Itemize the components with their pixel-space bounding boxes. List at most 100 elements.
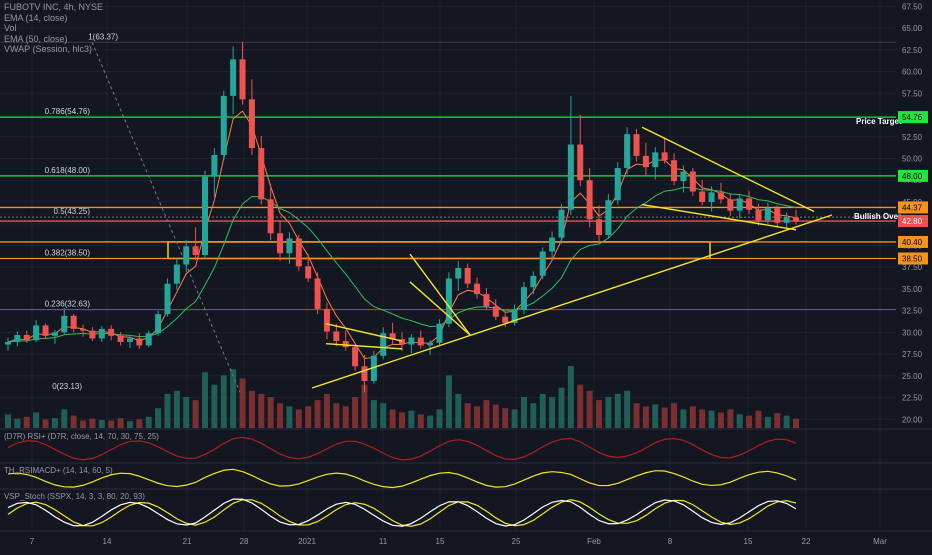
price-target-label: Price Target: [856, 117, 902, 126]
stoch-k-line: [7, 498, 797, 527]
candle-body: [183, 246, 190, 265]
fib-label: 0(23.13): [52, 382, 82, 391]
candle-body: [277, 233, 284, 254]
candle-body: [239, 59, 246, 100]
volume-bar: [427, 415, 434, 428]
volume-bar: [736, 414, 743, 428]
candle-body: [333, 331, 340, 342]
y-tick-label: 67.50: [902, 2, 923, 11]
stoch-pane-label: VSP_Stoch (SSPX, 14, 3, 3, 80, 20, 93): [4, 492, 145, 501]
volume-bar: [258, 393, 265, 428]
volume-bar: [661, 407, 668, 428]
price-tag-label: 40.40: [902, 238, 923, 247]
volume-bar: [652, 404, 659, 428]
y-tick-label: 62.50: [902, 46, 923, 55]
volume-bar: [361, 384, 368, 428]
volume-bar: [399, 412, 405, 428]
volume-bar: [211, 384, 218, 428]
volume-bar: [492, 404, 499, 428]
y-tick-label: 52.50: [902, 133, 923, 142]
symbol-title[interactable]: FUBOTV INC, 4h, NYSE: [4, 2, 104, 12]
volume-bar: [14, 418, 21, 428]
candle-body: [267, 199, 274, 234]
indicator-vwap[interactable]: VWAP (Session, hlc3): [4, 44, 93, 54]
candle-body: [755, 209, 762, 221]
candle-body: [520, 287, 527, 310]
volume-bar: [699, 409, 706, 428]
volume-bar: [558, 387, 565, 428]
volume-bar: [633, 403, 640, 428]
candle-body: [23, 334, 30, 341]
volume-bar: [239, 378, 246, 428]
price-tag-label: 44.37: [902, 203, 923, 212]
volume-bar: [596, 400, 602, 428]
volume-bar: [520, 397, 527, 428]
volume-bar: [793, 418, 799, 428]
y-tick-label: 65.00: [902, 24, 923, 33]
candle-body: [455, 268, 462, 279]
candle-body: [652, 152, 659, 168]
candle-body: [483, 294, 490, 307]
candle-body: [164, 283, 171, 315]
volume-bar: [408, 410, 415, 428]
volume-bar: [549, 397, 556, 428]
volume-bar: [708, 410, 715, 428]
candle-body: [708, 192, 715, 202]
candle-body: [558, 209, 565, 238]
volume-bar: [380, 403, 387, 428]
candle-body: [596, 219, 602, 235]
volume-bar: [764, 416, 771, 428]
flag-upper-trendline: [325, 322, 403, 342]
volume-bar: [230, 369, 237, 428]
candle-body: [136, 338, 143, 346]
x-tick-label: 25: [512, 537, 521, 546]
volume-bar: [774, 413, 781, 428]
y-tick-label: 50.00: [902, 154, 923, 163]
candle-body: [717, 192, 724, 200]
y-tick-label: 27.50: [902, 350, 923, 359]
candle-body: [173, 264, 180, 284]
descending-trendline: [641, 126, 815, 213]
volume-bar: [314, 400, 321, 428]
candle-body: [502, 316, 509, 323]
x-tick-label: 15: [436, 537, 445, 546]
volume-bar: [755, 410, 762, 428]
volume-bar: [689, 406, 696, 428]
volume-bar: [746, 415, 753, 428]
volume-bar: [624, 390, 631, 428]
volume-bar: [389, 409, 396, 428]
volume-bar: [145, 416, 152, 428]
volume-bar: [117, 418, 124, 428]
candle-body: [399, 339, 405, 345]
volume-bar: [727, 409, 734, 428]
volume-bar: [455, 393, 462, 428]
x-tick-label: 14: [103, 537, 112, 546]
indicator-ema-slow[interactable]: EMA (50, close): [4, 33, 68, 44]
ascending-trendline: [311, 214, 833, 389]
candle-body: [248, 99, 255, 149]
candle-body: [98, 328, 105, 339]
fib-label: 1(63.37): [88, 32, 118, 41]
volume-bar: [333, 403, 340, 428]
fib-label: 0.236(32.63): [45, 300, 91, 309]
indicator-volume[interactable]: Vol: [4, 23, 17, 33]
price-tag: [898, 201, 928, 214]
volume-bar: [671, 403, 678, 428]
macd-pane-label: TH_RSIMACD+ (14, 14, 60, 5): [4, 466, 113, 475]
x-tick-label: Feb: [587, 537, 601, 546]
candle-body: [5, 341, 11, 345]
candle-body: [783, 217, 790, 223]
y-tick-label: 60.00: [902, 68, 923, 77]
y-tick-label: 30.00: [902, 328, 923, 337]
volume-bar: [173, 390, 180, 428]
candle-body: [61, 315, 68, 333]
volume-bar: [286, 406, 293, 428]
indicator-ema-fast[interactable]: EMA (14, close): [4, 12, 68, 23]
volume-bar: [680, 409, 687, 428]
candle-body: [408, 337, 415, 345]
volume-bar: [614, 393, 621, 428]
y-tick-label: 57.50: [902, 89, 923, 98]
channel-lower-trendline: [409, 281, 471, 336]
